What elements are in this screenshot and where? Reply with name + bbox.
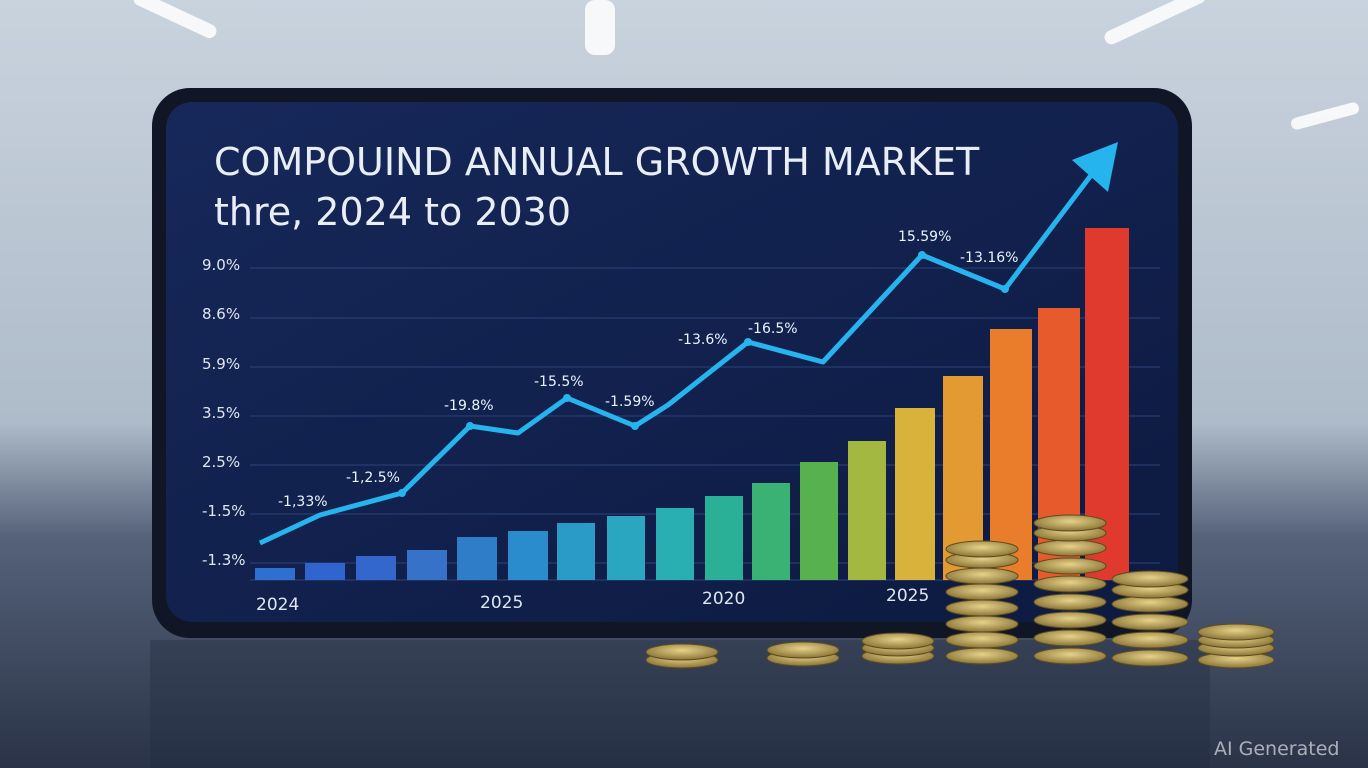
- y-label: -1.3%: [202, 551, 246, 569]
- coins: [645, 514, 1275, 669]
- ceiling-lights: [133, 0, 1360, 130]
- x-label: 2024: [256, 595, 299, 615]
- y-label: 3.5%: [202, 404, 240, 422]
- watermark: AI Generated: [1214, 738, 1339, 760]
- x-label: 2025: [886, 586, 929, 606]
- y-label: 9.0%: [202, 256, 240, 274]
- title-line: thre, 2024 to 2030: [214, 190, 571, 234]
- point-label: -1,33%: [278, 494, 328, 510]
- y-labels: 9.0% 8.6% 5.9% 3.5% 2.5% -1.5% -1.3%: [202, 256, 246, 569]
- y-label: -1.5%: [202, 502, 246, 520]
- point-labels: -1,33% -1,2.5% -19.8% -15.5% -1.59% -13.…: [278, 229, 1018, 510]
- point-label: -19.8%: [444, 398, 494, 414]
- x-label: 2025: [480, 593, 523, 613]
- line-points: [398, 251, 1009, 497]
- point-label: -13.6%: [678, 332, 728, 348]
- point-label: -1,2.5%: [346, 470, 400, 486]
- point-label: -13.16%: [960, 250, 1018, 266]
- point-label: -16.5%: [748, 321, 798, 337]
- x-labels: 2024 2025 2020 2025: [256, 586, 929, 615]
- trend-arrow: [1072, 142, 1118, 192]
- y-label: 2.5%: [202, 453, 240, 471]
- x-label: 2020: [702, 589, 745, 609]
- point-label: -15.5%: [534, 374, 584, 390]
- y-label: 5.9%: [202, 355, 240, 373]
- title-line: COMPOUIND ANNUAL GROWTH MARKET: [214, 140, 980, 184]
- y-label: 8.6%: [202, 305, 240, 323]
- point-label: 15.59%: [898, 229, 951, 245]
- point-label: -1.59%: [605, 394, 655, 410]
